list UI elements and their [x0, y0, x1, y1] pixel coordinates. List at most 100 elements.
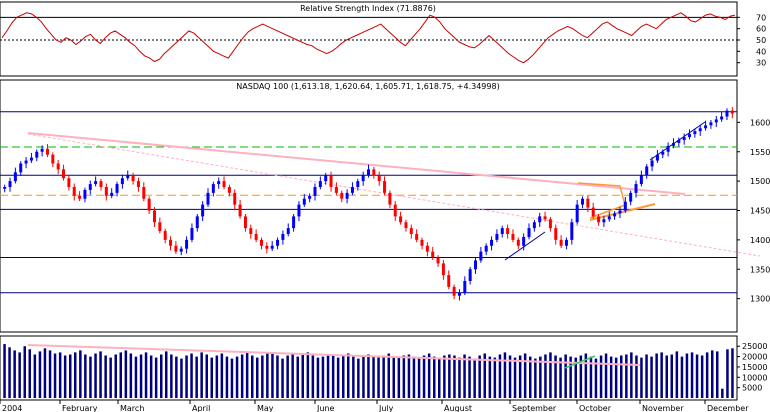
candle-body-41 — [222, 181, 226, 187]
candle-body-15 — [83, 189, 87, 199]
volume-bar-113 — [574, 357, 577, 398]
candle-55 — [297, 201, 301, 222]
candle-body-39 — [211, 184, 215, 193]
candle-16 — [88, 180, 92, 195]
candle-5 — [29, 152, 33, 163]
volume-bar-81 — [412, 356, 416, 398]
volume-bar-75 — [382, 355, 385, 398]
price-title: NASDAQ 100 (1,613.18, 1,620.64, 1,605.71… — [236, 82, 499, 91]
candle-body-52 — [281, 234, 285, 240]
candle-body-117 — [629, 192, 633, 202]
candle-body-111 — [597, 216, 601, 223]
candle-body-80 — [431, 251, 435, 258]
volume-bar-90 — [458, 357, 461, 398]
candle-74 — [399, 211, 403, 225]
volume-bar-73 — [372, 355, 375, 398]
volume-bar-22 — [114, 354, 117, 398]
candle-body-28 — [152, 210, 156, 223]
candle-body-130 — [698, 128, 702, 132]
candle-body-135 — [725, 110, 729, 117]
volume-bar-3 — [18, 352, 21, 398]
volume-bar-84 — [427, 353, 431, 398]
candle-32 — [174, 241, 178, 254]
channel-trendline — [504, 231, 546, 261]
volume-bar-82 — [417, 358, 421, 398]
volume-bar-38 — [195, 356, 198, 398]
candle-111 — [597, 214, 601, 226]
candle-82 — [441, 259, 445, 280]
candle-body-115 — [618, 210, 622, 214]
candle-body-24 — [131, 175, 135, 182]
candle-120 — [645, 164, 649, 179]
candle-115 — [618, 206, 622, 219]
volume-bar-97 — [493, 357, 497, 398]
candle-73 — [393, 201, 397, 222]
x-tick-label-2: March — [120, 404, 144, 412]
candle-107 — [575, 199, 579, 225]
candle-37 — [201, 201, 205, 222]
volume-bar-129 — [655, 353, 658, 398]
candle-body-58 — [313, 187, 317, 196]
candle-body-8 — [45, 148, 49, 155]
candle-27 — [147, 196, 151, 215]
candle-15 — [83, 187, 87, 203]
volume-bar-99 — [503, 352, 507, 398]
support-trendline — [589, 203, 656, 221]
volume-bar-8 — [43, 348, 47, 398]
volume-bar-74 — [377, 357, 380, 398]
volume-bar-64 — [326, 354, 330, 398]
volume-bar-32 — [165, 351, 168, 398]
rsi-title: Relative Strength Index (71.8876) — [300, 4, 436, 13]
candle-64 — [345, 189, 349, 204]
volume-bar-21 — [109, 357, 112, 398]
volume-bar-121 — [614, 357, 618, 398]
candle-67 — [361, 171, 365, 186]
candle-29 — [158, 217, 162, 234]
candle-116 — [623, 196, 627, 213]
candle-body-88 — [474, 260, 478, 270]
volume-bar-79 — [402, 355, 406, 398]
candle-body-44 — [238, 204, 242, 217]
volume-bar-48 — [245, 352, 249, 398]
candle-body-60 — [324, 175, 328, 182]
candle-body-11 — [62, 169, 66, 179]
candle-body-95 — [511, 234, 515, 240]
volume-tick-label-2: 15000 — [742, 363, 767, 372]
candle-34 — [185, 236, 189, 254]
candle-102 — [548, 216, 552, 232]
candle-28 — [152, 206, 156, 227]
candle-9 — [51, 152, 55, 168]
candle-41 — [222, 176, 226, 190]
candle-body-33 — [179, 248, 183, 252]
candle-104 — [559, 235, 563, 249]
volume-bar-112 — [569, 356, 572, 398]
candle-body-112 — [602, 219, 606, 223]
long-trendline — [27, 132, 686, 195]
candle-body-0 — [3, 187, 7, 189]
candle-8 — [45, 144, 49, 158]
volume-bar-54 — [276, 355, 279, 398]
candle-body-100 — [538, 216, 542, 223]
volume-bar-108 — [549, 352, 552, 398]
candle-84 — [452, 284, 456, 300]
volume-bar-63 — [321, 356, 325, 398]
candle-63 — [340, 190, 344, 203]
candle-body-13 — [72, 187, 76, 196]
candle-59 — [318, 176, 322, 190]
candle-body-12 — [67, 178, 71, 187]
volume-bar-134 — [680, 356, 684, 398]
x-tick-label-7: August — [444, 404, 472, 412]
candle-133 — [714, 115, 718, 128]
candle-44 — [238, 199, 242, 219]
candle-body-45 — [243, 216, 247, 229]
candle-75 — [404, 219, 408, 232]
candle-52 — [281, 230, 285, 245]
volume-bar-36 — [185, 355, 188, 398]
volume-bar-4 — [23, 346, 26, 398]
candle-123 — [661, 149, 665, 159]
rsi-line — [1, 12, 736, 64]
candle-51 — [276, 237, 280, 250]
candle-body-108 — [581, 198, 585, 205]
volume-tick-label-0: 5000 — [742, 384, 762, 393]
candle-body-18 — [99, 181, 103, 187]
